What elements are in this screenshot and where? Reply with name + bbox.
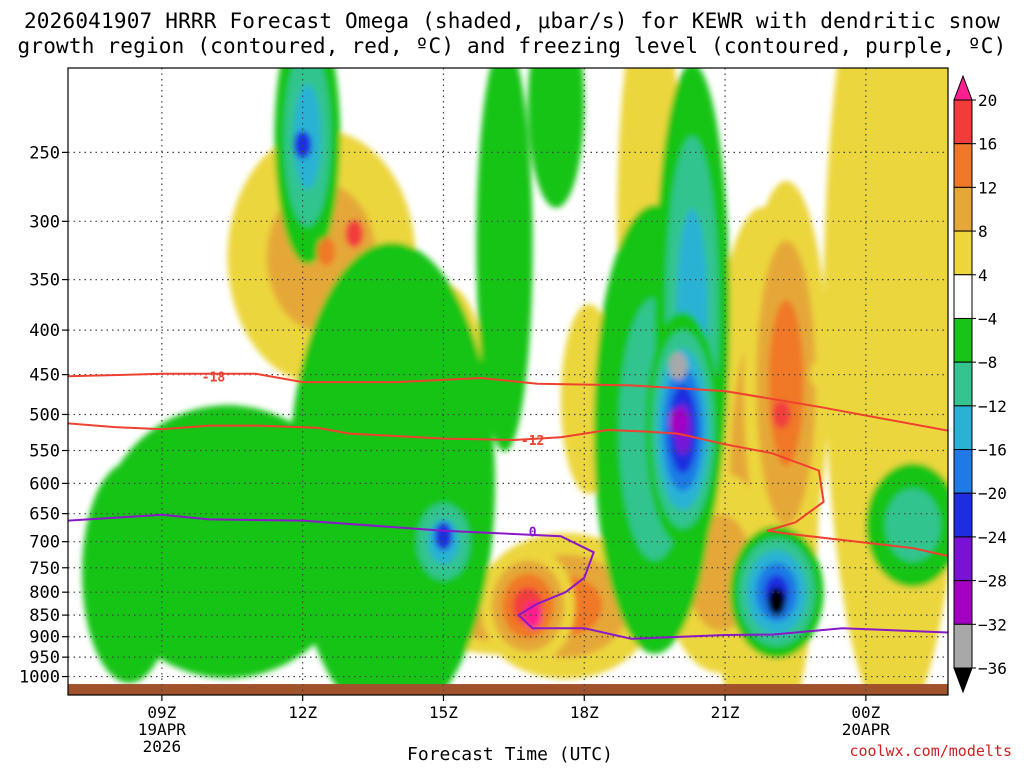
y-tick-label: 400 [29,321,60,341]
colorbar-label: −4 [978,309,997,328]
y-tick-label: 350 [29,271,60,291]
omega-extreme-feature [523,601,542,630]
colorbar-swatch [953,143,973,188]
chart-title-line-1: 2026041907 HRRR Forecast Omega (shaded, … [23,9,1001,33]
omega-extreme-feature [767,587,786,616]
colorbar-swatch [953,536,973,582]
omega-extreme-feature [669,352,688,381]
y-tick-label: 800 [29,583,60,603]
x-axis-title: Forecast Time (UTC) [407,744,613,765]
chart-title-line-2: growth region (contoured, red, ºC) and f… [17,34,1007,58]
omega-extreme-feature [772,400,791,429]
omega-extreme-feature [809,360,828,389]
colorbar-swatch [953,623,973,669]
omega-shade-band [476,68,533,452]
y-tick-label: 750 [29,559,60,579]
colorbar-label: −36 [978,659,1007,678]
y-tick-label: 650 [29,505,60,525]
x-tick-label: 15Z [429,703,458,722]
y-tick-label: 600 [29,474,60,494]
omega-shade-band [768,299,804,467]
colorbar-swatch [953,230,973,276]
colorbar-swatch [953,449,973,494]
contour-line [68,513,948,640]
colorbar-label: 20 [978,91,997,110]
x-tick-label: 12Z [288,703,317,722]
surface-ground [68,684,948,695]
contour-label: 0 [529,525,537,540]
x-tick-label: 20APR [842,720,891,739]
contour-line [68,372,948,432]
colorbar-label: 4 [978,266,988,285]
colorbar-swatch [953,186,973,232]
omega-shade-band [527,68,585,208]
colorbar-label: −28 [978,572,1007,591]
y-tick-label: 550 [29,442,60,462]
colorbar-swatch [953,361,973,407]
omega-extreme-feature [317,237,336,266]
colorbar-label: −8 [978,353,997,372]
colorbar-label: 12 [978,178,997,197]
colorbar-label: −20 [978,484,1007,503]
contour-line [68,422,948,557]
plot-frame [67,67,949,696]
x-tick-label: 19APR [138,720,187,739]
y-tick-label: 300 [29,212,60,232]
y-tick-label: 250 [29,143,60,163]
colorbar-cap-bottom [953,667,973,694]
omega-shade-band [82,462,176,684]
contour-label: -18 [202,370,226,385]
y-tick-label: 450 [29,366,60,386]
y-tick-label: 500 [29,405,60,425]
omega-extreme-feature [669,407,688,436]
colorbar-swatch [953,99,973,145]
x-tick-label: 09Z [147,703,176,722]
y-tick-label: 700 [29,533,60,553]
colorbar-swatch [953,580,973,625]
colorbar-label: 16 [978,135,997,154]
omega-shade-band [823,68,948,695]
x-tick-label: 18Z [570,703,599,722]
y-tick-label: 950 [29,648,60,668]
x-tick-label: 2026 [143,737,182,756]
y-tick-label: 1000 [19,668,60,688]
omega-extreme-feature [293,130,312,159]
colorbar-label: −24 [978,528,1007,547]
credit-text: coolwx.com/modelts [849,742,1012,760]
colorbar-label: −32 [978,615,1007,634]
colorbar-swatch [953,317,973,363]
x-tick-label: 00Z [851,703,880,722]
colorbar-label: −12 [978,397,1007,416]
colorbar-label: 8 [978,222,988,241]
contour-label: -12 [521,434,544,449]
x-tick-label: 21Z [711,703,740,722]
omega-shade-band [885,488,941,562]
y-tick-label: 900 [29,628,60,648]
colorbar-label: −16 [978,441,1007,460]
colorbar-swatch [953,405,973,451]
colorbar-swatch [953,492,973,538]
omega-shade-band [185,0,298,42]
y-tick-label: 850 [29,606,60,626]
colorbar-cap-top [953,74,973,101]
colorbar-swatch [953,274,973,319]
omega-extreme-feature [345,219,364,248]
